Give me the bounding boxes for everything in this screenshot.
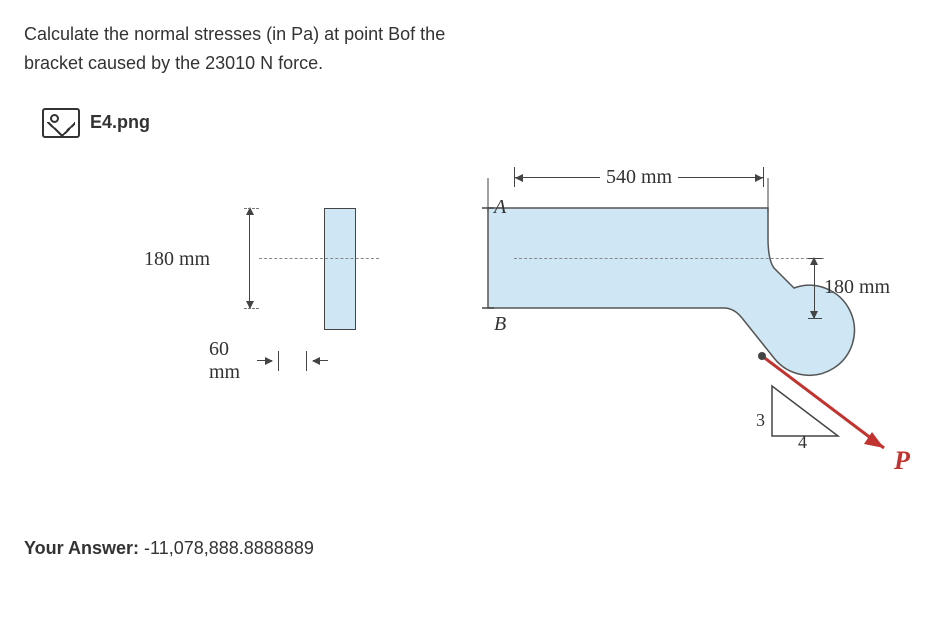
point-b-label: B (494, 313, 506, 336)
dim-540-label: 540 mm (600, 166, 678, 189)
bracket-centerline (514, 258, 824, 259)
force-p-label: P (894, 446, 910, 476)
cross-section-centerline (259, 258, 379, 259)
dim-180-label: 180 mm (144, 248, 210, 271)
question-text: Calculate the normal stresses (in Pa) at… (24, 20, 911, 78)
ratio-3: 3 (756, 410, 765, 431)
answer-value: -11,078,888.8888889 (144, 538, 314, 558)
question-line1: Calculate the normal stresses (in Pa) at… (24, 24, 445, 44)
dim-180-arrow (249, 208, 250, 308)
answer-prefix: Your Answer: (24, 538, 139, 558)
answer-row: Your Answer: -11,078,888.8888889 (24, 538, 911, 559)
cross-section-rect (324, 208, 356, 330)
attachment-filename: E4.png (90, 112, 150, 133)
bracket-svg (474, 178, 914, 498)
bracket-outline (488, 208, 854, 375)
figure-area: 180 mm 60 mm A B (24, 158, 904, 498)
question-line2: bracket caused by the 23010 N force. (24, 53, 323, 73)
dim-180r-label: 180 mm (824, 276, 890, 299)
dim-540-row: 540 mm (514, 166, 764, 189)
point-a-label: A (494, 196, 506, 219)
dim-60-row: 60 mm (209, 338, 328, 384)
dim-60-label: 60 mm (209, 338, 253, 384)
force-origin-dot (758, 352, 766, 360)
ratio-4: 4 (798, 432, 807, 453)
image-icon (42, 108, 80, 138)
ratio-triangle (772, 386, 838, 436)
attachment-row[interactable]: E4.png (42, 108, 911, 138)
